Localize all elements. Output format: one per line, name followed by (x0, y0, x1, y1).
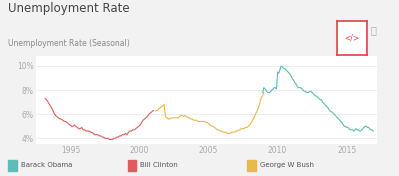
Text: Barack Obama: Barack Obama (21, 162, 72, 168)
Text: George W Bush: George W Bush (260, 162, 314, 168)
Text: Unemployment Rate: Unemployment Rate (8, 2, 130, 15)
Text: </>: </> (345, 34, 359, 43)
Text: 🔍: 🔍 (370, 25, 376, 35)
Text: Bill Clinton: Bill Clinton (140, 162, 178, 168)
Text: Unemployment Rate (Seasonal): Unemployment Rate (Seasonal) (8, 39, 130, 48)
